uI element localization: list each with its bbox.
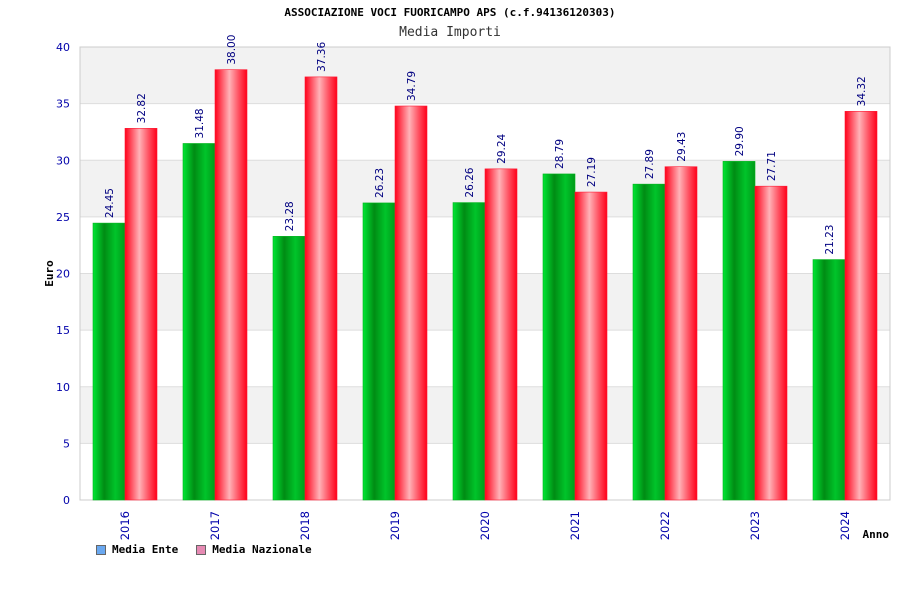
data-label: 29.24 (496, 133, 508, 163)
bar-media-nazionale (394, 105, 428, 501)
bar-media-nazionale (214, 69, 248, 501)
data-label: 26.23 (374, 168, 386, 198)
bar-media-ente (722, 161, 756, 501)
data-label: 27.89 (644, 149, 656, 179)
chart-subtitle: Media Importi (399, 25, 501, 40)
x-tick-label: 2019 (388, 511, 402, 540)
x-tick-label: 2017 (208, 511, 222, 540)
data-label: 26.26 (464, 167, 476, 197)
bar-media-ente (452, 202, 486, 501)
grid-band (80, 47, 890, 104)
legend-swatch-ente (96, 544, 106, 555)
y-tick-label: 0 (63, 494, 70, 507)
bar-media-ente (632, 183, 666, 501)
y-tick-label: 35 (56, 98, 70, 111)
bar-media-ente (362, 202, 396, 501)
y-axis-label: Euro (43, 260, 56, 287)
legend-swatch-nazionale (196, 544, 207, 555)
data-label: 31.48 (194, 108, 206, 138)
bar-media-ente (542, 173, 576, 501)
data-label: 34.32 (856, 76, 868, 106)
x-tick-label: 2018 (298, 511, 312, 540)
bar-media-nazionale (574, 191, 608, 501)
x-tick-label: 2020 (478, 511, 492, 540)
legend-label-ente: Media Ente (112, 543, 179, 556)
data-label: 29.43 (676, 132, 688, 162)
y-tick-label: 25 (56, 211, 70, 224)
x-tick-label: 2016 (118, 511, 132, 540)
y-tick-label: 40 (56, 41, 70, 54)
bar-media-nazionale (844, 111, 878, 501)
bar-media-nazionale (754, 185, 788, 501)
legend-label-nazionale: Media Nazionale (212, 543, 312, 556)
y-tick-label: 20 (56, 268, 70, 281)
y-tick-label: 30 (56, 154, 70, 167)
bar-media-nazionale (484, 168, 518, 501)
bar-media-nazionale (304, 76, 338, 501)
y-tick-label: 10 (56, 381, 70, 394)
bar-media-ente (272, 236, 306, 501)
data-label: 29.90 (734, 126, 746, 156)
bar-media-nazionale (124, 128, 158, 501)
x-axis-label: Anno (863, 528, 890, 541)
chart-title: ASSOCIAZIONE VOCI FUORICAMPO APS (c.f.94… (284, 6, 616, 19)
x-tick-label: 2021 (568, 511, 582, 540)
data-label: 38.00 (226, 35, 238, 65)
bar-media-ente (92, 222, 126, 501)
bar-media-nazionale (664, 166, 698, 501)
bar-media-ente (182, 143, 216, 501)
legend-item-ente: Media Ente (96, 543, 178, 556)
data-label: 27.19 (586, 157, 598, 187)
data-label: 32.82 (136, 93, 148, 123)
data-label: 37.36 (316, 42, 328, 72)
x-tick-label: 2023 (748, 511, 762, 540)
legend-item-nazionale: Media Nazionale (196, 543, 312, 556)
legend: Media Ente Media Nazionale (96, 543, 312, 556)
bar-media-ente (812, 259, 846, 501)
x-tick-label: 2022 (658, 511, 672, 540)
data-label: 34.79 (406, 71, 418, 101)
y-tick-label: 5 (63, 437, 70, 450)
data-label: 23.28 (284, 201, 296, 231)
y-tick-label: 15 (56, 324, 70, 337)
data-label: 28.79 (554, 139, 566, 169)
x-tick-label: 2024 (838, 511, 852, 540)
data-label: 24.45 (104, 188, 116, 218)
data-label: 27.71 (766, 151, 778, 181)
data-label: 21.23 (824, 225, 836, 255)
